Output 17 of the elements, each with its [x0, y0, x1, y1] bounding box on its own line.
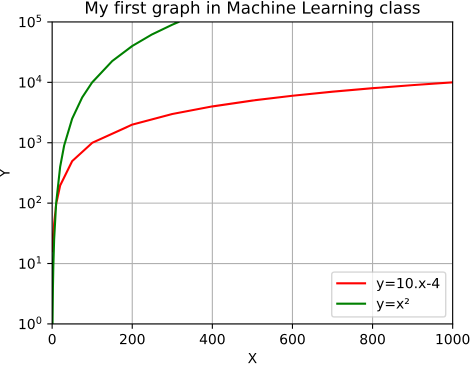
x-tick-label: 1000 — [436, 334, 470, 344]
chart-title: My first graph in Machine Learning class — [86, 0, 420, 18]
x-tick-label: 0 — [48, 334, 56, 344]
x-tick-label: 600 — [280, 334, 305, 344]
legend-label: y=10.x-4 — [376, 278, 440, 292]
x-axis-title: X — [248, 353, 257, 364]
x-tick-label: 400 — [200, 334, 225, 344]
y-tick-label: 10$^{1}$ — [20, 256, 42, 269]
line-series — [52, 81, 453, 252]
x-tick-label: 200 — [120, 334, 145, 344]
y-tick-label: 10$^{4}$ — [20, 75, 42, 88]
y-tick-label: 10$^{5}$ — [20, 14, 42, 28]
y-tick-label: 10$^{2}$ — [20, 196, 41, 208]
x-tick-label: 800 — [360, 334, 385, 344]
legend-label: y=x² — [376, 298, 409, 312]
y-tick-label: 10$^{0}$ — [20, 316, 42, 330]
y-tick-label: 10$^{3}$ — [20, 135, 42, 148]
